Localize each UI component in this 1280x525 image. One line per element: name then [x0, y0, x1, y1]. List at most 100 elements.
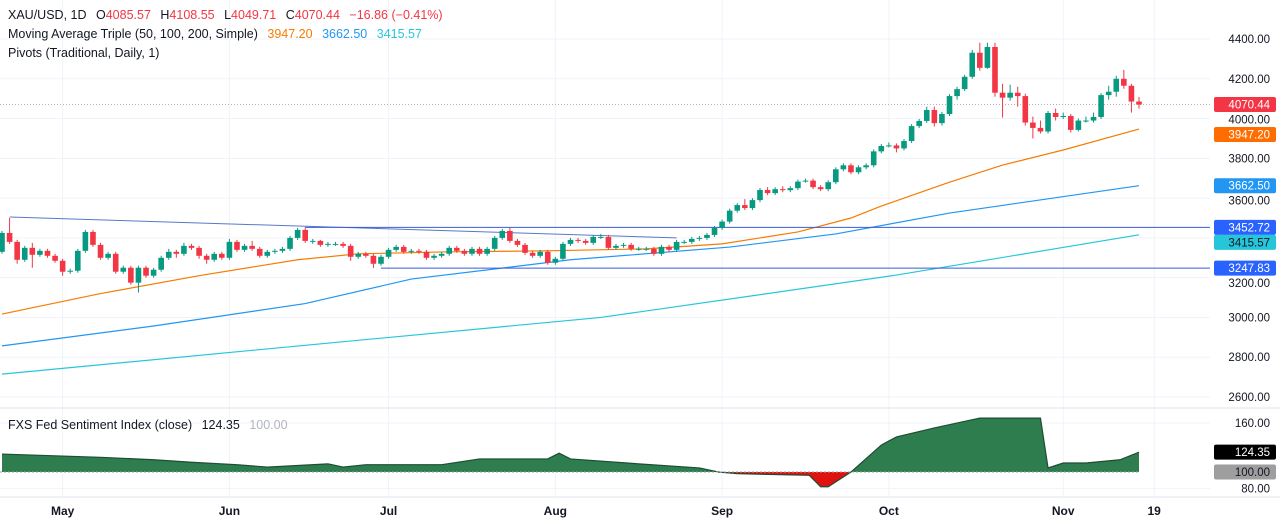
candle	[544, 249, 551, 265]
candle	[939, 111, 945, 126]
candle	[658, 244, 665, 256]
high-label: H	[160, 8, 170, 22]
pivots-legend[interactable]: Pivots (Traditional, Daily, 1)	[8, 46, 165, 60]
candle	[21, 245, 28, 262]
candle	[704, 232, 710, 240]
sentiment-line	[1, 417, 1140, 488]
candle	[666, 244, 672, 252]
candle-body	[999, 92, 1006, 98]
candle	[150, 267, 157, 278]
candle-body	[400, 246, 407, 252]
pivots-title: Pivots (Traditional, Daily, 1)	[8, 46, 160, 60]
candle-body	[969, 52, 976, 77]
time-axis-label: Nov	[1052, 504, 1075, 518]
candle	[416, 248, 422, 254]
candle-body	[598, 236, 604, 238]
candle-body	[52, 255, 58, 261]
candle-body	[825, 182, 832, 190]
candle	[908, 124, 915, 144]
candle-body	[393, 246, 399, 250]
candle-body	[90, 231, 96, 245]
candle	[272, 248, 278, 254]
ohlc-low: L4049.71	[224, 8, 276, 22]
candle	[688, 236, 695, 244]
candle	[833, 167, 839, 185]
time-axis-label: Aug	[544, 504, 567, 518]
candle	[332, 241, 339, 246]
price-axis-label: 2600.00	[1228, 392, 1270, 404]
candle	[673, 239, 680, 252]
sentiment-title: FXS Fed Sentiment Index (close)	[8, 418, 193, 432]
candle	[302, 227, 308, 243]
candle-body	[165, 251, 172, 258]
candle-body	[1090, 116, 1097, 121]
candle	[635, 246, 642, 251]
candle	[347, 243, 354, 261]
candle-body	[287, 237, 293, 249]
sentiment-legend[interactable]: FXS Fed Sentiment Index (close) 124.35 1…	[8, 418, 294, 432]
candle-body	[21, 247, 28, 260]
sentiment-baseline-badge-text: 100.00	[1235, 467, 1270, 479]
ma50-line	[1, 128, 1140, 315]
candle-body	[325, 243, 331, 245]
candle	[696, 235, 703, 241]
candle	[1030, 116, 1036, 139]
sentiment-axis-label: 160.00	[1235, 418, 1270, 430]
candle	[67, 268, 74, 274]
ma-legend[interactable]: Moving Average Triple (50, 100, 200, Sim…	[8, 27, 428, 41]
candle-body	[279, 248, 286, 251]
candle	[582, 238, 589, 245]
candle	[886, 142, 892, 148]
candle-body	[363, 253, 369, 256]
sentiment-value-badge-text: 124.35	[1235, 447, 1270, 459]
candle-body	[908, 126, 915, 142]
candle-body	[378, 256, 384, 264]
candle-body	[946, 96, 953, 114]
candle-body	[575, 239, 581, 241]
candle	[499, 228, 506, 240]
candle	[893, 143, 900, 153]
candle	[6, 218, 13, 244]
candle-body	[719, 221, 725, 228]
candle	[287, 235, 293, 251]
candle	[711, 225, 718, 237]
candle	[764, 187, 771, 196]
candle	[249, 240, 255, 251]
candle	[393, 244, 399, 252]
candle	[575, 237, 581, 243]
candle-body	[469, 248, 475, 254]
ma100-line	[1, 185, 1140, 347]
candle-body	[1105, 91, 1112, 96]
sentiment-value-badge-bg	[1214, 444, 1276, 460]
candle-body	[438, 253, 445, 256]
candle-body	[196, 247, 202, 256]
candle-body	[560, 243, 566, 259]
candle-body	[188, 245, 195, 248]
candle-body	[1121, 78, 1127, 86]
candle	[931, 106, 938, 127]
candle	[491, 235, 498, 251]
candle-body	[726, 210, 733, 222]
candle	[772, 187, 778, 196]
candle	[165, 248, 172, 260]
candle	[75, 248, 81, 273]
candle	[446, 245, 453, 256]
last-price-badge-text: 4070.44	[1228, 100, 1270, 112]
candle-body	[112, 253, 119, 272]
sentiment-baseline: 100.00	[249, 418, 288, 432]
candle	[400, 244, 407, 254]
candle-body	[294, 229, 301, 238]
candle-body	[408, 250, 415, 252]
candle	[1105, 85, 1112, 100]
candle	[855, 165, 862, 175]
candle-body	[514, 240, 521, 245]
close-value: 4070.44	[294, 8, 340, 22]
candle	[325, 241, 331, 247]
candle-body	[711, 227, 718, 235]
candle	[863, 163, 869, 170]
pivot-upper-badge: 3452.72	[1214, 219, 1276, 235]
candle	[112, 251, 119, 274]
candle-body	[219, 253, 225, 258]
candle	[135, 265, 142, 293]
